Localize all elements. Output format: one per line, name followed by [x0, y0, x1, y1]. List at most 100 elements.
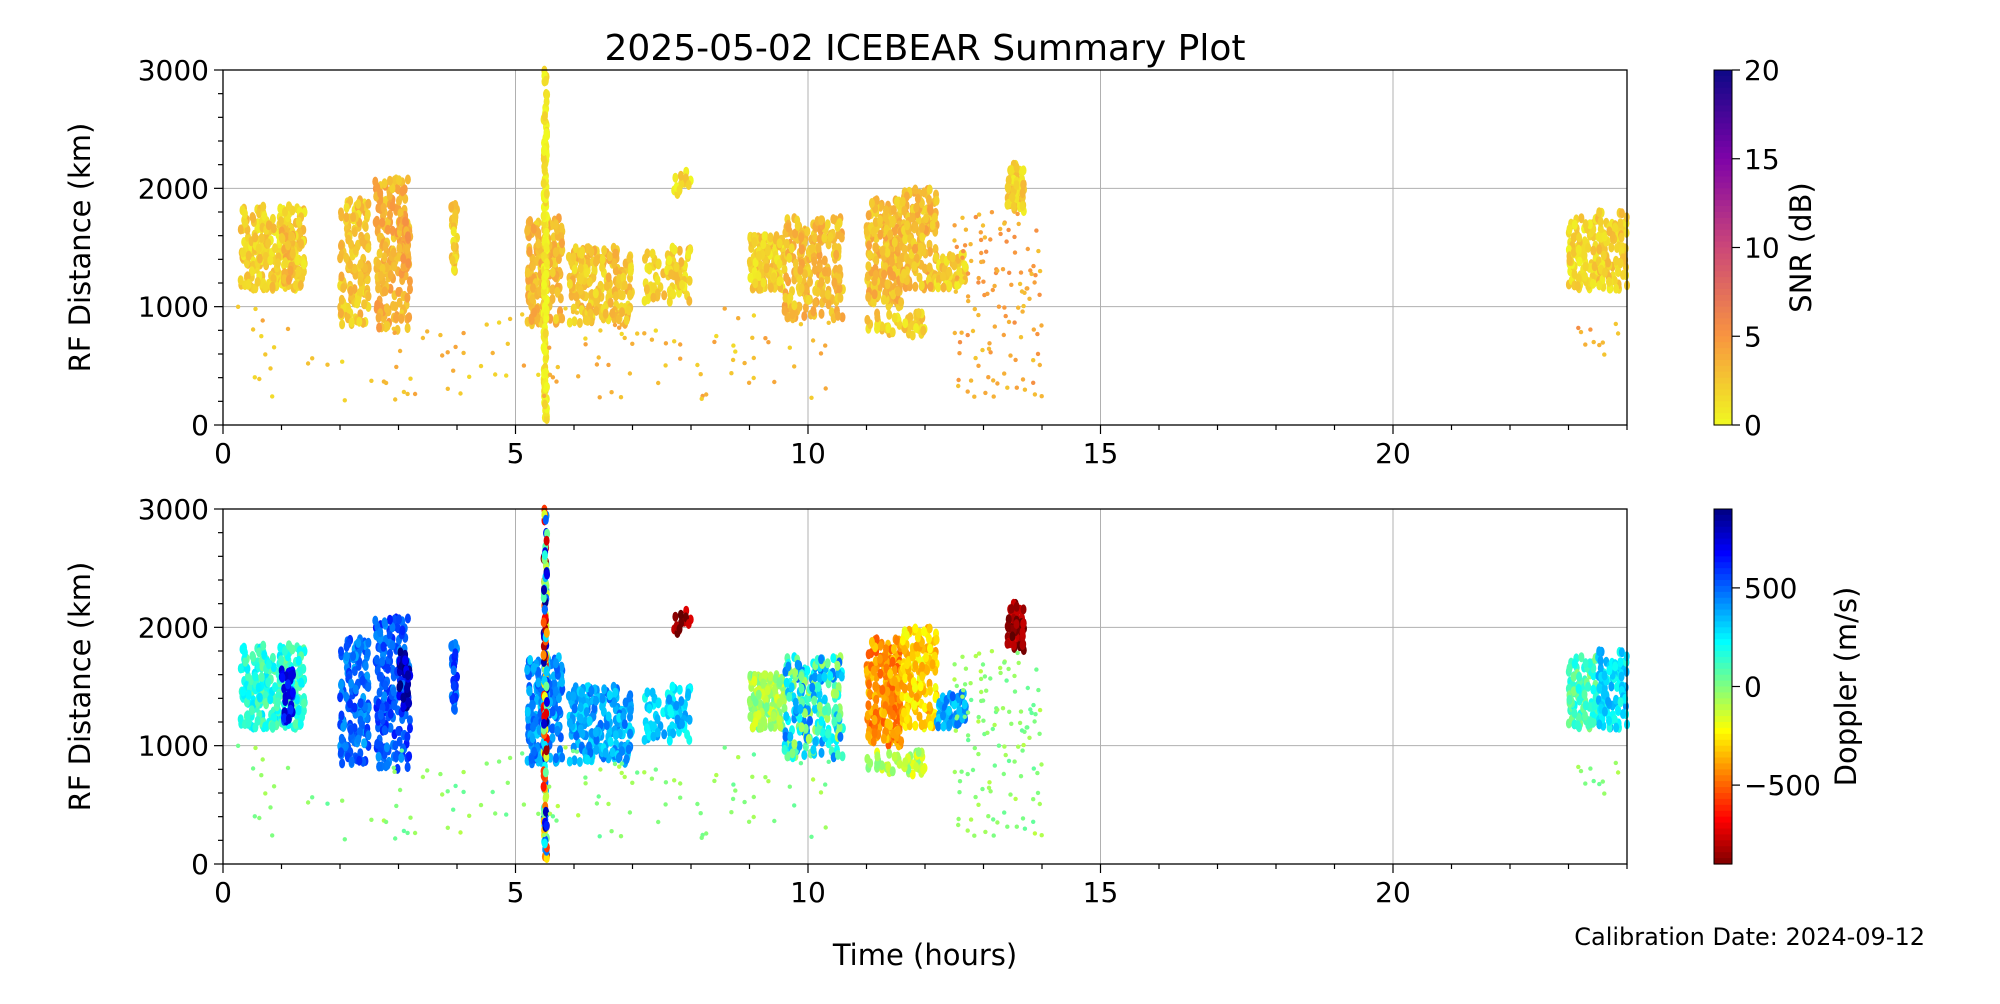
data-point: [835, 750, 841, 760]
data-point: [365, 209, 371, 219]
data-point: [869, 637, 875, 647]
data-point: [635, 331, 639, 335]
data-point: [296, 705, 302, 715]
data-point: [1617, 218, 1623, 228]
data-point: [695, 363, 699, 367]
data-point: [355, 296, 361, 306]
data-point: [337, 253, 343, 263]
data-point: [543, 243, 549, 253]
data-point: [995, 269, 999, 273]
data-point: [751, 237, 757, 247]
data-point: [959, 331, 963, 335]
data-point: [1567, 224, 1573, 234]
data-point: [405, 231, 411, 241]
data-point: [343, 651, 349, 661]
data-point: [585, 316, 591, 326]
data-point: [817, 263, 823, 273]
data-point: [990, 210, 994, 214]
data-point: [242, 218, 248, 228]
data-point: [290, 688, 296, 698]
data-point: [822, 706, 828, 716]
data-point: [405, 762, 411, 772]
data-point: [927, 205, 933, 215]
data-point: [881, 709, 887, 719]
data-point: [365, 243, 371, 253]
colorbar-segment: [1714, 88, 1732, 95]
colorbar-segment: [1714, 372, 1732, 379]
data-point: [355, 638, 361, 648]
data-point: [901, 206, 907, 216]
data-point: [391, 248, 397, 258]
data-point: [950, 252, 956, 262]
data-point: [729, 371, 733, 375]
data-point: [866, 210, 872, 220]
colorbar-segment: [1714, 182, 1732, 189]
data-point: [960, 216, 964, 220]
data-point: [809, 396, 813, 400]
data-point: [1014, 180, 1020, 190]
data-point: [983, 391, 987, 395]
data-point: [865, 731, 871, 741]
colorbar-segment: [1714, 242, 1732, 249]
data-point: [955, 245, 959, 249]
data-point: [961, 249, 965, 253]
colorbar-segment: [1714, 336, 1732, 343]
data-point: [382, 725, 388, 735]
data-point: [542, 111, 548, 121]
data-point: [376, 752, 382, 762]
data-point: [251, 327, 255, 331]
colorbar-segment: [1714, 94, 1732, 101]
data-point: [919, 280, 925, 290]
data-point: [395, 287, 401, 297]
data-point: [664, 341, 668, 345]
data-point: [382, 286, 388, 296]
data-point: [927, 702, 933, 712]
data-point: [394, 365, 398, 369]
figure-title: 2025-05-02 ICEBEAR Summary Plot: [605, 28, 1246, 69]
data-point: [541, 617, 547, 627]
data-point: [376, 313, 382, 323]
data-point: [567, 279, 573, 289]
data-point: [259, 334, 263, 338]
data-point: [350, 651, 356, 661]
data-point: [1590, 279, 1596, 289]
data-point: [378, 271, 384, 281]
data-point: [887, 705, 893, 715]
data-point: [256, 683, 262, 693]
data-point: [1020, 309, 1024, 313]
data-point: [889, 257, 895, 267]
data-point: [885, 279, 891, 289]
data-point: [830, 214, 836, 224]
colorbar-segment: [1714, 100, 1732, 107]
data-point: [988, 237, 992, 241]
data-point: [777, 677, 783, 687]
data-point: [686, 619, 692, 629]
data-point: [626, 745, 632, 755]
data-point: [1040, 394, 1044, 398]
data-point: [966, 299, 970, 303]
data-point: [756, 690, 762, 700]
data-point: [810, 306, 816, 316]
data-point: [451, 665, 457, 675]
data-point: [801, 750, 807, 760]
data-point: [935, 282, 941, 292]
colorbar-segment: [1714, 295, 1732, 302]
data-point: [349, 317, 355, 327]
data-point: [1009, 283, 1013, 287]
data-point: [377, 627, 383, 637]
data-point: [807, 277, 813, 287]
data-point: [723, 306, 727, 310]
data-point: [393, 313, 399, 323]
data-point: [571, 691, 577, 701]
data-point: [508, 317, 512, 321]
data-point: [979, 230, 983, 234]
data-point: [668, 269, 674, 279]
colorbar-tick-label: 10: [1744, 232, 1780, 265]
data-point: [766, 340, 770, 344]
data-point: [588, 247, 594, 257]
data-point: [822, 267, 828, 277]
data-point: [747, 273, 753, 283]
data-point: [799, 722, 805, 732]
data-point: [257, 693, 263, 703]
